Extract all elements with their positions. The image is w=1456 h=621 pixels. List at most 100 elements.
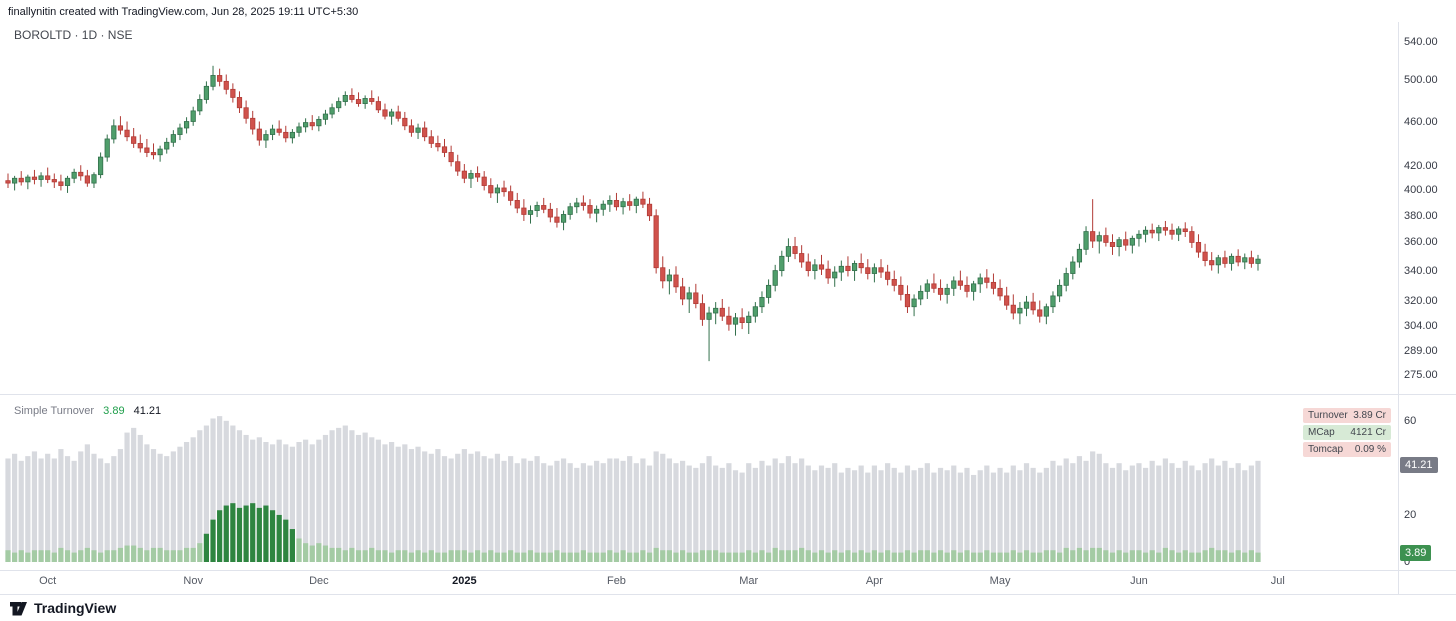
candle-body <box>461 170 467 179</box>
candle-body <box>38 175 44 180</box>
candle-body <box>904 293 911 308</box>
candle-body <box>779 255 785 272</box>
turnover-bar <box>673 463 679 562</box>
simple-turnover-bar <box>1056 552 1063 562</box>
price-axis[interactable]: 540.00 500.00 460.00 420.00 400.00 380.00 360.… <box>1399 0 1456 621</box>
symbol-title: BOROLTD · 1D · NSE <box>14 28 133 42</box>
turnover-bar <box>144 444 150 562</box>
turnover-bar <box>547 465 553 562</box>
turnover-bar <box>666 458 672 562</box>
candle-body <box>111 125 117 140</box>
info-box-label: Tomcap <box>1308 444 1344 455</box>
simple-turnover-bar <box>91 550 97 562</box>
turnover-bar <box>951 465 957 562</box>
candle-body <box>937 287 944 295</box>
simple-turnover-bar <box>541 552 547 562</box>
candle-body <box>918 290 924 300</box>
candle-body <box>1070 261 1076 274</box>
turnover-bar <box>838 472 844 562</box>
simple-turnover-bar <box>131 545 137 562</box>
turnover-bar <box>580 463 586 562</box>
simple-turnover-bar <box>124 545 130 562</box>
candle-body <box>408 125 415 133</box>
simple-turnover-bar <box>633 552 639 562</box>
turnover-bar <box>990 472 997 562</box>
turnover-bar <box>283 444 289 562</box>
candle-body <box>567 206 573 215</box>
simple-turnover-bar <box>792 550 798 562</box>
turnover-bar <box>250 439 256 562</box>
info-box-value: 3.89 Cr <box>1353 410 1386 421</box>
simple-turnover-bar <box>170 550 176 562</box>
candle-body <box>660 267 666 282</box>
candle-body <box>369 98 375 102</box>
volume-indicator-name: Simple Turnover <box>14 405 95 417</box>
turnover-bar <box>1070 463 1076 562</box>
simple-turnover-bar <box>461 550 467 562</box>
turnover-bar <box>871 465 878 562</box>
candle-body <box>977 277 983 285</box>
simple-turnover-bar <box>137 547 143 562</box>
simple-turnover-bar <box>937 550 944 562</box>
candle-body <box>964 284 970 292</box>
candle-body <box>633 198 639 206</box>
turnover-bar <box>957 472 963 562</box>
simple-turnover-bar <box>78 550 84 562</box>
candle-body <box>269 128 276 135</box>
simple-turnover-bar <box>250 503 256 562</box>
candle-body <box>845 265 851 272</box>
simple-turnover-bar <box>825 552 831 562</box>
candle-body <box>898 284 904 295</box>
candle-body <box>838 265 844 273</box>
simple-turnover-bar <box>898 552 904 562</box>
turnover-bar <box>474 451 481 562</box>
tradingview-brand-text[interactable]: TradingView <box>34 600 117 616</box>
simple-turnover-bar <box>97 552 104 562</box>
simple-turnover-bar <box>1050 550 1056 562</box>
turnover-bar <box>620 460 626 562</box>
tradingview-logo[interactable] <box>8 600 29 617</box>
turnover-bar <box>97 458 104 562</box>
turnover-bar <box>878 470 884 562</box>
simple-turnover-bar <box>111 550 117 562</box>
candle-body <box>250 117 256 130</box>
turnover-bar <box>1023 463 1030 562</box>
simple-turnover-bar <box>911 552 917 562</box>
simple-turnover-bar <box>1169 550 1175 562</box>
simple-turnover-bar <box>1235 550 1241 562</box>
candle-body <box>924 283 930 292</box>
turnover-bar <box>713 465 719 562</box>
turnover-bar <box>759 460 765 562</box>
time-axis[interactable]: Oct Nov Dec 2025 Feb Mar Apr May Jun Jul <box>0 571 1456 594</box>
turnover-bar <box>885 463 891 562</box>
turnover-bar <box>1103 463 1109 562</box>
turnover-bar <box>706 456 712 562</box>
candle-body <box>726 315 732 325</box>
turnover-bar <box>1109 467 1116 562</box>
candle-body <box>435 143 441 148</box>
candle-body <box>84 175 90 184</box>
turnover-bar <box>997 467 1003 562</box>
turnover-bar <box>428 453 434 562</box>
turnover-bar <box>355 434 362 562</box>
turnover-bar <box>1182 460 1188 562</box>
simple-turnover-bar <box>951 550 957 562</box>
candle-body <box>150 152 157 156</box>
candle-body <box>131 136 137 144</box>
turnover-bar <box>891 467 897 562</box>
info-box-row: MCap 4121 Cr <box>1303 425 1391 440</box>
turnover-bar <box>422 451 428 562</box>
simple-turnover-bar <box>177 550 183 562</box>
simple-turnover-bar <box>805 550 811 562</box>
turnover-bar <box>217 416 223 562</box>
candle-body <box>1136 233 1142 239</box>
candle-body <box>1129 237 1135 246</box>
turnover-bar <box>514 463 520 562</box>
candle-body <box>18 177 24 183</box>
simple-turnover-bar <box>448 550 454 562</box>
simple-turnover-bar <box>838 552 844 562</box>
candle-body <box>1023 301 1030 309</box>
candle-body <box>1030 301 1036 311</box>
price-tick-label: 420.00 <box>1404 160 1438 173</box>
